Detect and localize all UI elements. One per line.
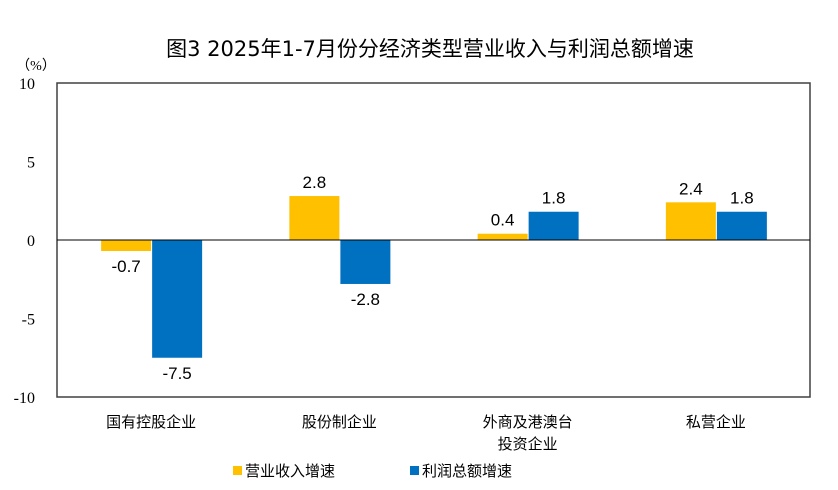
y-axis-unit: （%） bbox=[16, 58, 56, 74]
y-tick-label: 0 bbox=[27, 233, 35, 250]
data-label: -7.5 bbox=[162, 364, 191, 383]
data-label: 2.4 bbox=[679, 179, 703, 198]
y-tick-label: -10 bbox=[14, 390, 35, 407]
data-label: 2.8 bbox=[303, 173, 327, 192]
y-tick-label: 5 bbox=[27, 155, 35, 172]
bar-revenue bbox=[289, 196, 340, 240]
y-tick-label: -5 bbox=[22, 312, 35, 329]
data-label: -0.7 bbox=[111, 257, 140, 276]
data-label: 1.8 bbox=[730, 189, 754, 208]
x-category-label: 国有控股企业 bbox=[106, 413, 196, 431]
legend-label: 利润总额增速 bbox=[422, 462, 512, 480]
x-category-label: 外商及港澳台 bbox=[483, 413, 573, 431]
bar-profit bbox=[152, 240, 203, 358]
bar-profit bbox=[716, 211, 767, 240]
bar-revenue bbox=[101, 240, 152, 251]
legend-swatch bbox=[410, 466, 419, 475]
bar-profit bbox=[528, 211, 579, 240]
legend-label: 营业收入增速 bbox=[245, 462, 335, 480]
x-category-label: 私营企业 bbox=[686, 413, 746, 431]
bar-revenue bbox=[665, 202, 716, 240]
x-category-label: 投资企业 bbox=[498, 435, 558, 453]
chart-title: 图3 2025年1-7月份分经济类型营业收入与利润总额增速 bbox=[166, 37, 694, 61]
data-label: 1.8 bbox=[542, 189, 566, 208]
bar-revenue bbox=[477, 233, 528, 240]
data-label: 0.4 bbox=[491, 211, 515, 230]
y-tick-label: 10 bbox=[19, 76, 35, 93]
x-category-label: 股份制企业 bbox=[302, 413, 377, 431]
bar-profit bbox=[340, 240, 391, 284]
data-label: -2.8 bbox=[351, 290, 380, 309]
legend-swatch bbox=[233, 466, 242, 475]
